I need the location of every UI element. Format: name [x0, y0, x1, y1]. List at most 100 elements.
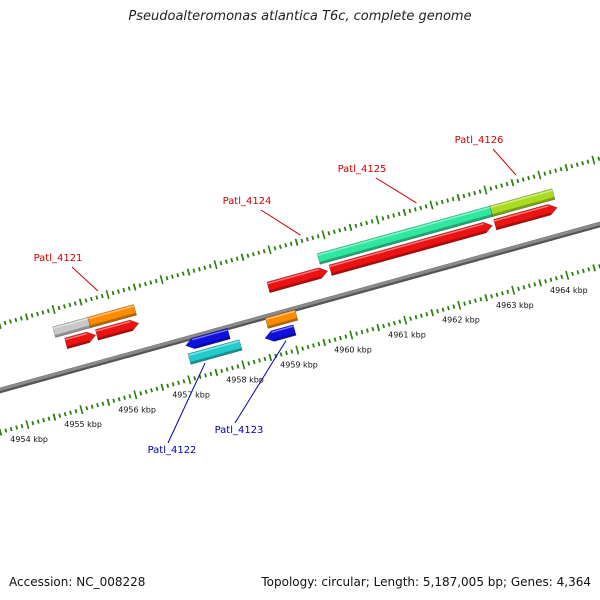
- forward-tick: [548, 169, 552, 175]
- reverse-tick: [479, 297, 483, 302]
- forward-tick: [386, 214, 390, 220]
- forward-tick: [510, 178, 515, 187]
- reverse-tick: [544, 279, 547, 284]
- reverse-tick: [441, 307, 445, 312]
- tick-label: 4954 kbp: [10, 435, 48, 444]
- gene-feature-shade: [90, 312, 137, 328]
- accession-label: Accession: NC_008228: [9, 575, 146, 589]
- tick-label: 4957 kbp: [172, 390, 210, 399]
- reverse-tick: [538, 279, 542, 287]
- forward-tick: [213, 260, 218, 270]
- reverse-tick: [0, 428, 3, 436]
- forward-tick: [537, 170, 542, 180]
- forward-tick: [68, 302, 72, 308]
- reverse-tick: [468, 300, 472, 305]
- forward-tick: [354, 223, 358, 229]
- reverse-tick: [117, 397, 121, 402]
- reverse-tick: [236, 364, 240, 369]
- forward-tick: [489, 186, 493, 191]
- reverse-tick: [398, 319, 402, 324]
- axis-tick-labels: 4954 kbp 4955 kbp 4956 kbp 4957 kbp 4958 kbp…: [10, 286, 587, 444]
- forward-tick: [570, 163, 574, 169]
- tick-label: 4958 kbp: [226, 375, 264, 384]
- reverse-tick: [387, 322, 391, 327]
- tick-label: 4961 kbp: [388, 331, 426, 340]
- forward-tick: [440, 199, 444, 205]
- reverse-tick: [252, 359, 256, 365]
- reverse-tick: [581, 268, 585, 274]
- reverse-tick: [484, 294, 488, 302]
- map-title: Pseudoalteromonas atlantica T6c, complet…: [128, 9, 472, 24]
- forward-tick: [408, 208, 412, 214]
- reverse-tick: [452, 304, 456, 309]
- gene-feature: [264, 324, 297, 342]
- reverse-tick: [47, 416, 51, 421]
- reverse-tick: [139, 391, 143, 396]
- forward-tick: [144, 281, 147, 287]
- forward-tick: [224, 259, 228, 264]
- reverse-tick: [90, 404, 94, 409]
- reverse-tick: [393, 320, 396, 326]
- reverse-tick: [339, 335, 342, 341]
- forward-tick: [413, 207, 417, 212]
- forward-tick: [0, 322, 2, 329]
- forward-tick: [586, 159, 590, 164]
- reverse-tick: [247, 361, 251, 366]
- forward-tick: [494, 184, 498, 190]
- forward-tick: [343, 226, 347, 232]
- reverse-tick: [79, 405, 84, 415]
- forward-tick: [451, 196, 455, 202]
- reverse-tick: [576, 270, 580, 275]
- forward-tick: [381, 216, 385, 221]
- reverse-tick: [123, 395, 126, 400]
- gene-feature-shade: [194, 336, 231, 349]
- forward-tick: [100, 293, 104, 299]
- forward-tick: [57, 305, 61, 311]
- reverse-tick: [58, 413, 62, 418]
- reverse-tick: [85, 406, 89, 411]
- forward-tick: [138, 283, 142, 288]
- reverse-tick: [144, 389, 148, 394]
- forward-tick: [305, 237, 309, 242]
- forward-tick: [78, 298, 83, 306]
- reverse-tick: [500, 291, 504, 296]
- gene-label: Patl_4123: [215, 425, 264, 436]
- reverse-tick: [241, 360, 246, 370]
- forward-tick: [203, 265, 207, 270]
- reverse-tick: [490, 294, 493, 299]
- forward-tick: [9, 319, 12, 324]
- reverse-tick: [63, 412, 67, 417]
- forward-tick: [111, 290, 115, 296]
- reverse-tick: [171, 382, 175, 387]
- gene-label-leader: [71, 266, 99, 292]
- reverse-tick: [360, 329, 364, 335]
- gene-feature-shade: [495, 212, 551, 230]
- reverse-tick: [155, 386, 159, 391]
- reverse-tick: [328, 338, 332, 344]
- reverse-tick: [74, 409, 78, 414]
- tick-label: 4960 kbp: [334, 346, 372, 355]
- reverse-tick: [376, 323, 381, 332]
- reverse-tick: [31, 420, 35, 426]
- forward-tick: [516, 178, 520, 184]
- reverse-tick: [344, 334, 348, 339]
- reverse-tick: [587, 267, 591, 272]
- forward-tick: [559, 166, 563, 172]
- forward-tick: [294, 238, 299, 246]
- gene-label: Patl_4124: [223, 196, 272, 207]
- gene-labels: Patl_4121 Patl_4124 Patl_4125 Patl_4126 Patl…: [34, 135, 517, 456]
- gene-feature-shade: [273, 332, 297, 342]
- forward-tick: [500, 183, 504, 188]
- forward-tick: [46, 308, 50, 314]
- reverse-tick: [549, 277, 553, 283]
- reverse-tick: [52, 413, 57, 421]
- gene-feature-highlight: [95, 320, 131, 332]
- forward-tick: [564, 164, 569, 172]
- forward-tick: [467, 192, 471, 197]
- gene-label-leader: [375, 177, 417, 204]
- reverse-tick: [263, 356, 267, 362]
- gene-feature-highlight: [64, 332, 88, 341]
- tick-label: 4955 kbp: [64, 420, 102, 429]
- reverse-tick: [554, 276, 558, 281]
